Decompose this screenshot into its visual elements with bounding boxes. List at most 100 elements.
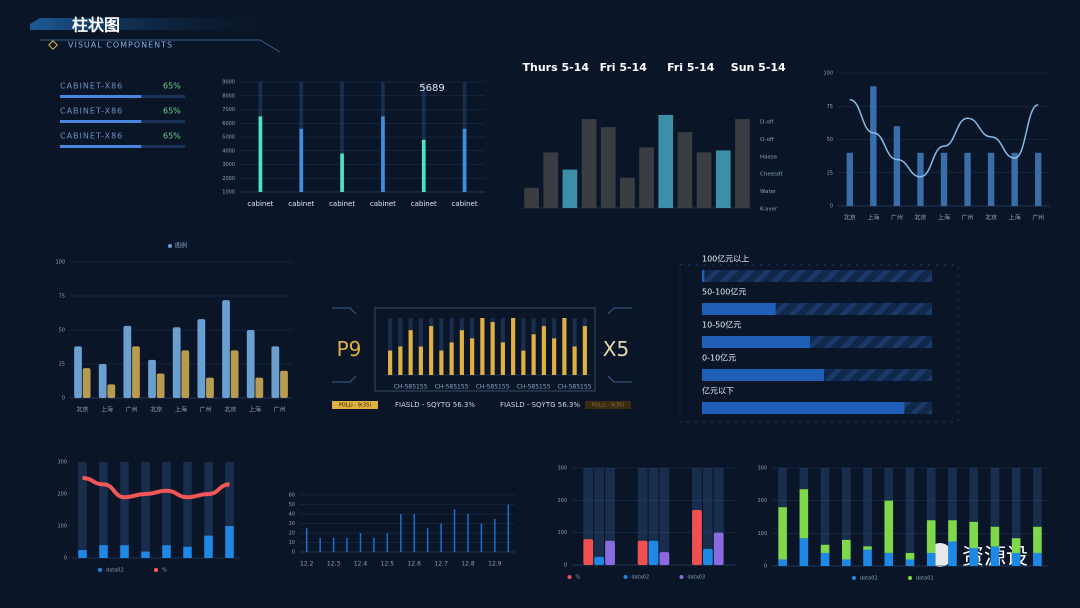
y-tick-label: 100: [57, 524, 67, 530]
bar-track: [863, 468, 872, 566]
bar: [594, 556, 605, 565]
bar-track: [521, 318, 526, 375]
frame: [374, 307, 596, 392]
bar: [480, 318, 485, 375]
bar: [82, 368, 91, 398]
legend-swatch: [567, 575, 572, 579]
bar-track: [659, 468, 670, 565]
bar: [948, 520, 957, 542]
x-tick-label: CH-585155: [435, 384, 469, 391]
y-tick-label: 0: [62, 396, 65, 402]
bar: [225, 526, 234, 558]
side-label: Cheesdt: [760, 172, 783, 178]
bar: [449, 342, 454, 375]
y-tick-label: 7000: [222, 107, 235, 113]
bar: [870, 86, 877, 206]
legend-swatch: [154, 568, 158, 572]
header-subtitle: VISUAL COMPONENTS: [68, 41, 173, 50]
bar: [1011, 538, 1021, 553]
x-tick-label: 北京: [224, 406, 236, 414]
bar-track: [439, 318, 444, 375]
x-tick-label: 上海: [175, 406, 187, 414]
bar: [421, 139, 426, 192]
bar: [581, 119, 597, 208]
bar: [948, 541, 957, 566]
y-tick-label: 6000: [222, 121, 235, 127]
y-tick-label: 3000: [222, 162, 235, 168]
hbar-label: 亿元以下: [702, 386, 734, 396]
legend-swatch: [168, 244, 172, 248]
annotation: 5689: [419, 83, 444, 94]
y-tick-label: 100: [55, 260, 65, 266]
bar: [713, 532, 724, 565]
bar-track: [225, 462, 234, 558]
bar: [426, 528, 429, 552]
bar: [346, 537, 348, 552]
bar: [490, 322, 495, 375]
bar: [696, 152, 712, 208]
bar-track: [204, 462, 213, 558]
bar: [964, 152, 971, 206]
bar: [123, 325, 132, 398]
progress-label: CABINET-X86: [60, 82, 123, 91]
y-tick-label: 200: [557, 498, 567, 504]
bar-track: [637, 468, 648, 565]
bar: [552, 338, 557, 375]
bar: [500, 342, 505, 375]
big-label: P9: [337, 337, 362, 361]
x-tick-label: 上海: [867, 214, 879, 222]
bar: [1033, 552, 1042, 566]
bar-track: [926, 468, 936, 566]
bar: [511, 318, 516, 375]
y-tick-label: 75: [59, 294, 65, 300]
progress-bar: [60, 120, 142, 123]
bar: [846, 152, 853, 206]
x-tick-label: 12.8: [461, 561, 475, 568]
progress-bar: [60, 95, 142, 98]
bar: [459, 330, 464, 375]
x-tick-label: 上海: [101, 406, 113, 414]
bar-track: [141, 462, 150, 558]
bar: [659, 552, 670, 565]
progress-value: 65%: [163, 82, 181, 91]
bar: [884, 552, 894, 566]
hbar-label: 0-10亿元: [702, 353, 736, 363]
bar: [677, 132, 693, 208]
bar: [1035, 152, 1042, 206]
bar: [148, 359, 156, 398]
bar-track: [969, 468, 978, 566]
bar: [600, 127, 616, 208]
y-tick-label: 25: [827, 170, 833, 176]
y-tick-label: 50: [827, 137, 833, 143]
x-tick-label: 12.9: [488, 561, 502, 568]
y-tick-label: 1000: [222, 190, 235, 196]
y-tick-label: 0: [564, 563, 567, 569]
bar: [467, 514, 469, 552]
header-icon: [48, 40, 58, 50]
x-tick-label: 12.6: [408, 561, 422, 568]
hbar: [702, 402, 905, 414]
bar: [120, 545, 129, 558]
bar: [620, 177, 635, 208]
bar-track: [183, 462, 192, 558]
hbar-label: 50-100亿元: [702, 287, 746, 297]
progress-value: 65%: [163, 132, 181, 141]
x-tick-label: 广州: [1032, 214, 1044, 222]
bar: [842, 559, 851, 566]
bar: [418, 346, 423, 375]
x-tick-label: CH-585155: [394, 384, 428, 391]
bar: [172, 327, 181, 398]
x-tick-label: cabinet: [329, 200, 355, 208]
bar-track: [605, 468, 615, 565]
x-tick-label: cabinet: [288, 200, 314, 208]
bar: [132, 346, 140, 398]
bar: [799, 489, 809, 539]
x-tick-label: 广州: [200, 406, 212, 414]
bar-track: [1033, 468, 1042, 566]
footer-label: FIASLD - SQYTG 56.3%: [500, 401, 580, 409]
bar-track: [820, 468, 830, 566]
x-tick-label: 广州: [891, 214, 903, 222]
bar: [1033, 526, 1042, 553]
hbar-label: 100亿元以上: [702, 254, 749, 264]
